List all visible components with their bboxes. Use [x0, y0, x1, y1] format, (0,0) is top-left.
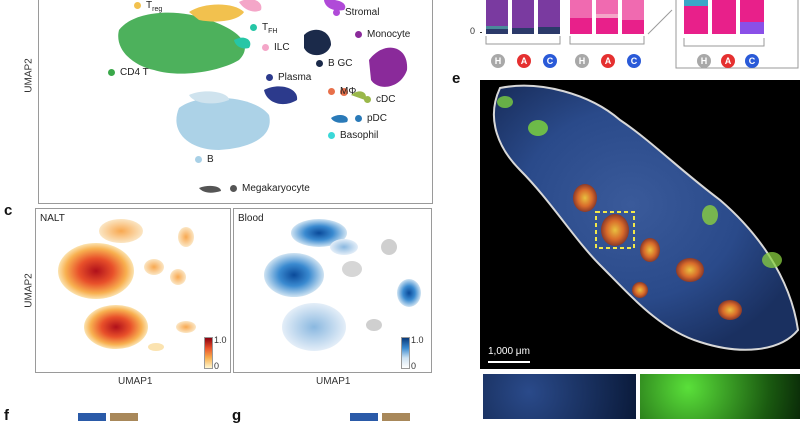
bar-g3-h — [684, 0, 708, 6]
umap-a-clusters — [118, 0, 408, 193]
legend-pdc: pDC — [355, 113, 387, 124]
circle-h: H — [575, 54, 589, 68]
scalebar-line — [488, 361, 530, 363]
tissue-section — [488, 84, 800, 363]
legend-stromal: Stromal — [333, 7, 379, 18]
blood-panel: Blood 1.0 0 — [233, 208, 432, 373]
panel-letter-g: g — [232, 407, 242, 424]
bar-g2-h — [570, 0, 592, 18]
zoom-region-box — [595, 211, 635, 249]
panel-f-tile-blue — [78, 413, 106, 421]
legend-dot — [250, 23, 257, 31]
blood-density — [264, 219, 421, 351]
bar-g1-a — [512, 0, 534, 28]
legend-dot — [134, 1, 141, 9]
legend-dot — [328, 131, 335, 139]
circle-a: A — [601, 54, 615, 68]
nalt-panel: NALT 1.0 0 — [35, 208, 231, 373]
legend-dot — [230, 184, 237, 192]
legend-basophil: Basophil — [328, 130, 378, 141]
blood-scale-min: 0 — [411, 361, 417, 371]
panel-g-tile-blue — [350, 413, 378, 421]
legend-dot — [316, 59, 323, 67]
bar-g1-c — [538, 0, 560, 27]
circle-c: C — [627, 54, 641, 68]
legend-dot — [364, 95, 371, 103]
circle-a: A — [721, 54, 735, 68]
legend-monocyte: Monocyte — [355, 29, 410, 40]
legend-cdc: cDC — [364, 94, 395, 105]
legend-dot — [195, 155, 202, 163]
bar-g1-h — [486, 0, 508, 26]
blood-title: Blood — [238, 213, 264, 224]
legend-b: B — [195, 154, 214, 165]
circle-h: H — [697, 54, 711, 68]
legend-dot — [355, 30, 362, 38]
tissue-image: 1,000 μm — [480, 80, 800, 369]
bar-g3-a — [712, 0, 736, 34]
scalebar-label: 1,000 μm — [488, 346, 530, 357]
legend-treg: Treg — [134, 0, 162, 13]
legend-dot — [333, 8, 340, 16]
legend-plasma: Plasma — [266, 72, 311, 83]
panel-f-tile-tan — [110, 413, 138, 421]
legend-dot — [328, 87, 335, 95]
panel-letter-e: e — [452, 70, 461, 87]
bar-g2-a — [596, 0, 618, 14]
legend-bgc: B GC — [316, 58, 352, 69]
circle-h: H — [491, 54, 505, 68]
legend-tfh: TFH — [250, 22, 277, 35]
legend-megakaryocyte: Megakaryocyte — [230, 183, 310, 194]
nalt-xlabel: UMAP1 — [118, 376, 153, 387]
legend-dot — [108, 68, 115, 76]
blood-xlabel: UMAP1 — [316, 376, 351, 387]
nalt-title: NALT — [40, 213, 65, 224]
panel-b-bars — [485, 0, 799, 69]
panel-letter-f: f — [4, 407, 9, 424]
blood-colorbar — [401, 337, 410, 369]
zoom-tile-blue — [483, 374, 636, 419]
panel-b-axis — [480, 32, 482, 33]
zoom-tile-green — [640, 374, 800, 419]
nalt-scale-max: 1.0 — [214, 335, 227, 345]
panel-b-zero-tick: 0 — [470, 26, 476, 36]
circle-c: C — [745, 54, 759, 68]
circle-c: C — [543, 54, 557, 68]
bar-g2-c — [622, 0, 644, 20]
circle-a: A — [517, 54, 531, 68]
legend-dot — [355, 114, 362, 122]
legend-cd4t: CD4 T — [108, 67, 149, 78]
legend-dot — [262, 43, 269, 51]
legend-macrophage: MΦ — [328, 86, 356, 97]
panel-g-tile-tan — [382, 413, 410, 421]
panel-letter-c: c — [4, 202, 13, 219]
bar-g3-c — [740, 0, 764, 22]
legend-ilc: ILC — [262, 42, 290, 53]
umap-a-ylabel: UMAP2 — [23, 58, 35, 93]
nalt-colorbar — [204, 337, 213, 369]
blood-scale-max: 1.0 — [411, 335, 424, 345]
legend-dot — [266, 73, 273, 81]
umap-c-ylabel: UMAP2 — [23, 273, 35, 308]
nalt-scale-min: 0 — [214, 361, 220, 371]
nalt-density — [58, 219, 196, 351]
